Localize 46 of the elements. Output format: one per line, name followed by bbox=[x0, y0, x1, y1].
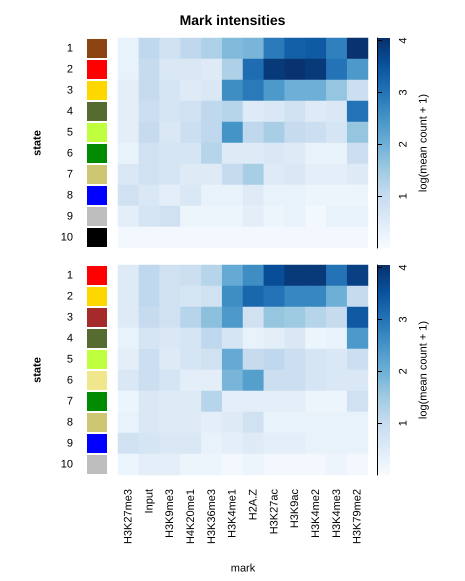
y-tick-label: 9 bbox=[66, 210, 73, 222]
x-tick-label: H3K9me3 bbox=[164, 489, 176, 538]
y-tick-label: 9 bbox=[66, 438, 73, 450]
y-tick-label: 4 bbox=[66, 106, 73, 118]
y-tick-label: 3 bbox=[66, 312, 73, 324]
y-tick-label: 7 bbox=[66, 396, 73, 408]
y-tick-label: 10 bbox=[60, 232, 73, 244]
y-axis-title: state bbox=[32, 357, 44, 383]
y-tick-label: 7 bbox=[66, 168, 73, 180]
chart-title: Mark intensities bbox=[180, 12, 286, 28]
x-tick-label: H3K36me3 bbox=[206, 489, 218, 544]
color-bar-label: 1 bbox=[398, 420, 410, 426]
x-tick-label: H4K20me1 bbox=[184, 489, 197, 544]
x-tick-label: H3K9ac bbox=[289, 488, 302, 528]
y-tick-label: 2 bbox=[66, 64, 73, 76]
color-bar-label: 3 bbox=[398, 316, 410, 323]
y-tick-label: 8 bbox=[66, 416, 73, 428]
y-tick-label: 5 bbox=[66, 354, 73, 366]
color-bar-label: 2 bbox=[398, 368, 410, 374]
x-tick-label: H3K4me3 bbox=[330, 489, 343, 538]
y-tick-label: 1 bbox=[66, 42, 73, 54]
color-bar-label: 4 bbox=[398, 38, 410, 44]
y-tick-label: 5 bbox=[66, 126, 73, 138]
y-tick-label: 2 bbox=[66, 290, 73, 302]
x-tick-label: Input bbox=[143, 489, 156, 514]
color-bar-label: 1 bbox=[398, 193, 410, 200]
x-tick-label: H3K4me1 bbox=[226, 489, 239, 538]
x-tick-label: H3K27ac bbox=[268, 488, 280, 534]
y-tick-label: 3 bbox=[66, 84, 73, 96]
color-bar-title: log(mean count + 1) bbox=[418, 94, 430, 192]
color-bar-label: 4 bbox=[398, 264, 410, 271]
x-axis-title: mark bbox=[230, 562, 256, 574]
x-tick-label: H3K79me2 bbox=[352, 489, 364, 544]
y-axis-title: state bbox=[32, 130, 44, 156]
y-tick-label: 10 bbox=[60, 458, 73, 470]
y-tick-label: 4 bbox=[66, 332, 73, 344]
y-tick-label: 6 bbox=[66, 148, 73, 160]
x-tick-label: H3K27me3 bbox=[122, 489, 134, 544]
y-tick-label: 1 bbox=[66, 270, 73, 282]
y-tick-label: 8 bbox=[66, 190, 73, 202]
color-bar-label: 2 bbox=[398, 141, 410, 148]
x-tick-label: H3K4me2 bbox=[310, 489, 322, 538]
y-tick-label: 6 bbox=[66, 374, 73, 386]
color-bar-title: log(mean count + 1) bbox=[418, 320, 430, 420]
x-tick-label: H2A.Z bbox=[247, 488, 260, 520]
color-bar-label: 3 bbox=[398, 89, 410, 96]
